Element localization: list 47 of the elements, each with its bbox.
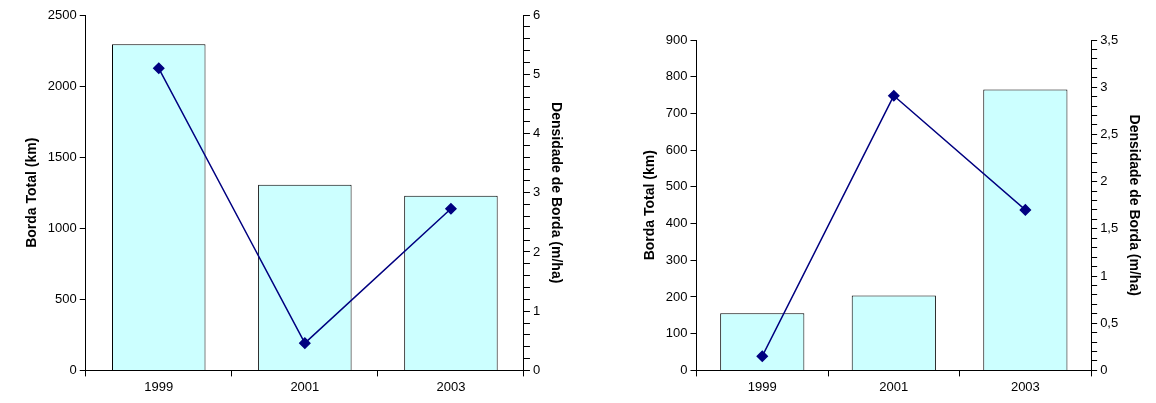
y2-axis-title: Densidade de Borda (m/ha)	[548, 102, 565, 284]
point	[153, 62, 165, 75]
point	[445, 202, 457, 215]
y2-tick-label: 2,5	[1100, 125, 1119, 141]
y-axis-title: Borda Total (km)	[641, 150, 658, 261]
y-axis-title: Borda Total (km)	[23, 137, 40, 248]
point	[299, 337, 311, 349]
y2-tick-label: 5	[532, 65, 541, 81]
point	[1019, 204, 1032, 216]
y-tick-label: 300	[665, 251, 688, 267]
y-tick-label: 600	[665, 141, 688, 157]
y-tick-label: 500	[665, 178, 688, 194]
y-tick-label: 700	[665, 105, 688, 120]
y2-tick-label: 4	[532, 125, 541, 141]
x-tick-label: 2001	[879, 378, 909, 394]
y-tick-label: 800	[665, 68, 688, 84]
point	[888, 89, 900, 102]
y-tick-label: 1500	[47, 148, 77, 164]
y-tick-label: 500	[55, 290, 77, 306]
y2-tick-label: 0	[1100, 361, 1108, 377]
y-tick-label: 900	[665, 31, 688, 47]
y-tick-label: 100	[665, 325, 688, 341]
x-tick-label: 1999	[747, 378, 777, 394]
y2-tick-label: 1	[1100, 267, 1108, 283]
y-tick-label: 400	[665, 215, 688, 231]
y2-tick-label: 1,5	[1100, 220, 1119, 236]
y2-tick-label: 3,5	[1100, 31, 1119, 47]
x-tick-label: 2001	[290, 378, 320, 394]
y2-tick-label: 3	[1100, 78, 1108, 94]
point	[756, 350, 769, 362]
y2-tick-label: 2	[532, 243, 541, 259]
y2-tick-label: 6	[532, 6, 541, 22]
y2-tick-label: 3	[532, 184, 541, 200]
x-tick-label: 1999	[144, 378, 174, 394]
x-tick-label: 2003	[436, 378, 466, 394]
y2-axis-title: Densidade de Borda (m/ha)	[1126, 114, 1143, 296]
y-tick-label: 2500	[47, 6, 77, 22]
y-tick-label: 0	[680, 361, 688, 377]
y-tick-label: 1000	[47, 219, 77, 235]
y-tick-label: 200	[665, 288, 688, 304]
y2-tick-label: 0,5	[1100, 314, 1119, 330]
y2-tick-label: 0	[532, 361, 541, 377]
y2-tick-label: 2	[1100, 173, 1108, 189]
y2-tick-label: 1	[532, 302, 541, 318]
x-tick-label: 2003	[1010, 378, 1040, 394]
y-tick-label: 0	[69, 361, 77, 377]
y-tick-label: 2000	[47, 77, 77, 93]
